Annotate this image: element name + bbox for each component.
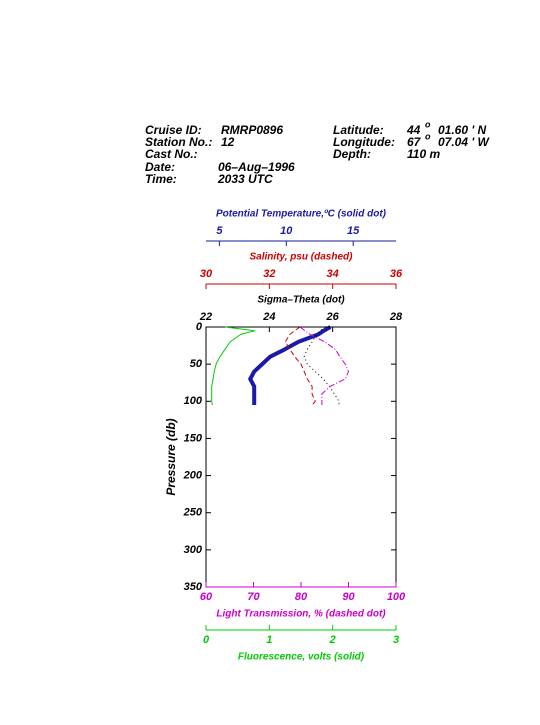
y-tick-label: 100 [184, 395, 203, 407]
x-tick-label: 22 [199, 311, 212, 323]
x-axis-title: Light Transmission, % (dashed dot) [216, 609, 386, 620]
value: 06–Aug–1996 [218, 160, 295, 174]
label: Cast No.: [145, 147, 198, 161]
y-tick-label: 150 [184, 432, 203, 444]
x-tick-label: 80 [295, 591, 308, 603]
value: 110 m [407, 147, 440, 161]
x-tick-label: 26 [326, 311, 340, 323]
x-tick-label: 34 [327, 268, 339, 280]
value: 07.04 ' W [438, 135, 491, 149]
x-tick-label: 5 [216, 225, 223, 237]
x-tick-label: 2 [329, 634, 336, 646]
value: RMRP0896 [221, 123, 283, 137]
x-tick-label: 30 [200, 268, 213, 280]
degree: o [425, 131, 431, 141]
x-tick-label: 0 [203, 634, 210, 646]
label: Cruise ID: [145, 123, 202, 137]
label: Depth: [333, 147, 371, 161]
x-tick-label: 10 [280, 225, 293, 237]
x-tick-label: 28 [389, 311, 403, 323]
x-axis-title: Salinity, psu (dashed) [250, 252, 354, 263]
x-axis-title: Potential Temperature,ºC (solid dot) [216, 209, 387, 220]
header: Cruise ID: RMRP0896 Station No.: 12 Cast… [145, 119, 491, 186]
value: 2033 UTC [217, 172, 273, 186]
profile-line [303, 326, 340, 405]
plot-frame [205, 326, 397, 588]
x-tick-label: 15 [347, 225, 360, 237]
profile-line [248, 325, 332, 405]
y-tick-label: 0 [196, 321, 203, 333]
y-axis-title: Pressure (db) [164, 418, 178, 495]
x-axis-title: Sigma–Theta (dot) [257, 295, 345, 306]
y-tick-label: 350 [184, 581, 203, 593]
label: Latitude: [333, 123, 384, 137]
x-tick-label: 36 [390, 268, 403, 280]
profile-line [299, 326, 349, 405]
x-tick-label: 3 [393, 634, 399, 646]
y-tick-label: 50 [190, 358, 203, 370]
x-tick-label: 1 [266, 634, 272, 646]
label: Station No.: [145, 135, 212, 149]
value: 01.60 ' N [438, 123, 487, 137]
x-tick-label: 24 [262, 311, 275, 323]
profile-line [211, 326, 256, 406]
value: 12 [221, 135, 235, 149]
y-tick-label: 200 [183, 469, 203, 481]
y-tick-label: 250 [183, 507, 203, 519]
label: Date: [145, 160, 175, 174]
degree: o [425, 119, 431, 129]
label: Longitude: [333, 135, 395, 149]
value: 67 [407, 135, 422, 149]
profile-line [284, 326, 316, 406]
x-tick-label: 90 [342, 591, 355, 603]
y-tick-label: 300 [184, 544, 203, 556]
label: Time: [145, 172, 177, 186]
x-tick-label: 32 [263, 268, 275, 280]
x-tick-label: 60 [200, 591, 213, 603]
x-tick-label: 70 [247, 591, 260, 603]
value: 44 [406, 123, 421, 137]
x-axis-title: Fluorescence, volts (solid) [238, 652, 365, 663]
x-tick-label: 100 [387, 591, 406, 603]
